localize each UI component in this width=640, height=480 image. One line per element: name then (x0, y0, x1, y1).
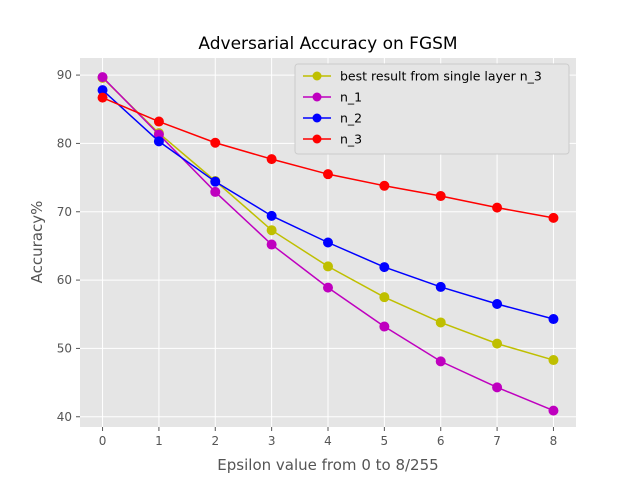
y-axis-label: Accuracy% (28, 201, 46, 284)
series-n-1 (97, 72, 559, 416)
legend-box (294, 63, 570, 155)
legend-label: n_2 (340, 111, 362, 126)
legend-item: n_2 (303, 111, 362, 126)
y-tick-label: 70 (57, 205, 72, 219)
data-point (492, 299, 503, 309)
data-point (548, 314, 559, 325)
x-tick-label: 6 (437, 434, 445, 448)
data-point (379, 292, 390, 303)
data-point (435, 356, 446, 367)
x-tick-label: 7 (493, 434, 501, 448)
data-point (210, 137, 221, 148)
x-axis: 0 1 2 3 4 5 6 7 8 (99, 427, 558, 448)
x-tick-label: 0 (99, 434, 107, 448)
y-axis: 40 50 60 70 80 90 (57, 68, 80, 424)
legend-label: n_3 (340, 132, 362, 147)
legend-marker-swatch (312, 92, 322, 102)
data-point (548, 405, 559, 416)
y-tick-label: 60 (57, 273, 72, 287)
legend-label: n_1 (340, 90, 362, 105)
legend-label: best result from single layer n_3 (340, 69, 542, 84)
data-point (97, 92, 108, 103)
legend-marker-swatch (312, 134, 322, 144)
data-point (492, 202, 503, 213)
y-tick-label: 50 (57, 341, 72, 355)
data-point (379, 180, 390, 191)
data-point (153, 136, 164, 147)
y-tick-label: 40 (57, 410, 72, 424)
series-n-2 (97, 85, 559, 325)
data-point (323, 237, 333, 248)
x-tick-label: 5 (381, 434, 389, 448)
data-point (435, 191, 446, 202)
x-tick-label: 3 (268, 434, 276, 448)
data-point (492, 338, 503, 349)
y-tick-label: 90 (57, 68, 72, 82)
series-n-3 (97, 92, 559, 223)
data-point (153, 116, 164, 127)
data-point (266, 239, 277, 250)
data-point (210, 176, 221, 187)
data-point (266, 225, 277, 236)
x-tick-label: 2 (211, 434, 219, 448)
x-axis-label: Epsilon value from 0 to 8/255 (217, 456, 438, 474)
legend-marker-swatch (312, 71, 322, 81)
x-tick-label: 8 (550, 434, 558, 448)
y-tick-label: 80 (57, 136, 72, 150)
legend: best result from single layer n_3 n_1 n_2n… (294, 63, 570, 155)
data-point (492, 382, 503, 393)
data-point (266, 210, 277, 221)
data-point (210, 186, 221, 197)
data-point (435, 317, 446, 328)
chart-title: Adversarial Accuracy on FGSM (198, 34, 457, 54)
x-tick-label: 4 (324, 434, 332, 448)
legend-marker-swatch (312, 113, 322, 123)
data-point (435, 281, 446, 292)
data-point (323, 282, 333, 293)
data-point (97, 72, 108, 83)
legend-item: n_3 (303, 132, 362, 147)
x-tick-label: 1 (155, 434, 163, 448)
data-point (548, 355, 559, 366)
legend-item: best result from single layer n_3 (303, 69, 542, 84)
data-point (379, 262, 390, 273)
data-point (266, 154, 277, 165)
legend-item: n_1 (303, 90, 362, 105)
data-point (548, 212, 559, 223)
data-point (379, 321, 390, 332)
data-point (323, 261, 333, 272)
data-point (323, 169, 333, 180)
series-layer (97, 72, 559, 416)
